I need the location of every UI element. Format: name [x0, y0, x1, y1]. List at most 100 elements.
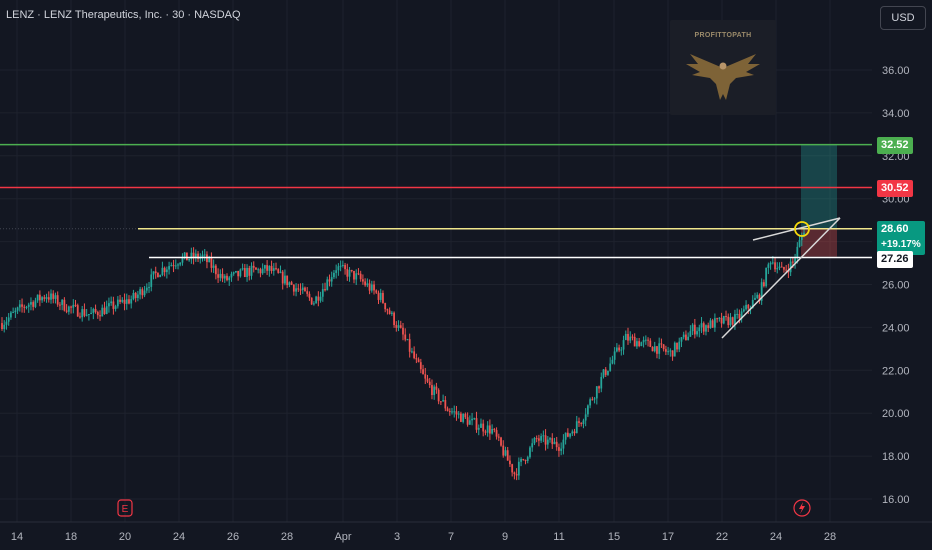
candle-body — [326, 279, 329, 291]
candle-body — [765, 267, 768, 287]
candle-body — [693, 324, 696, 335]
candle-body — [720, 317, 723, 324]
candle-body — [624, 333, 627, 341]
price-tick-label: 34.00 — [882, 108, 910, 120]
candle-body — [312, 303, 315, 305]
price-change-value: +19.17% — [881, 239, 921, 250]
candle-body — [136, 294, 139, 298]
candle-body — [711, 320, 714, 328]
candle-body — [306, 291, 309, 294]
candle-body — [30, 302, 32, 305]
breakout-highlight-circle — [794, 221, 810, 237]
candle-body — [562, 439, 565, 449]
candle-body — [7, 317, 10, 322]
candle-body — [604, 369, 607, 375]
candle-body — [359, 273, 362, 280]
candle-body — [500, 437, 502, 446]
trend-drawings[interactable] — [721, 217, 841, 339]
candle-body — [718, 317, 721, 319]
candle-body — [660, 343, 663, 345]
candle-body — [315, 296, 318, 304]
stop-price-tag: 30.52 — [877, 180, 913, 197]
candle-body — [333, 272, 335, 278]
candle-body — [241, 268, 244, 270]
candle-body — [669, 350, 672, 352]
level-lines[interactable] — [0, 143, 872, 259]
candle-body — [261, 268, 264, 274]
candle-body — [428, 381, 431, 386]
candle-body — [491, 428, 494, 434]
candle-body — [734, 314, 736, 325]
candle-body — [571, 431, 574, 434]
candle-body — [297, 288, 300, 290]
candle-body — [337, 266, 340, 271]
candle-body — [301, 287, 304, 291]
price-tick-label: 36.00 — [882, 65, 910, 77]
upper-trendline — [752, 217, 841, 241]
candle-body — [341, 265, 344, 267]
candle-body — [607, 370, 609, 375]
candle-body — [188, 258, 191, 261]
candle-body — [408, 339, 411, 352]
candle-body — [662, 344, 665, 350]
date-tick-label: 18 — [65, 531, 77, 543]
candle-body — [259, 269, 262, 274]
candle-body — [248, 267, 251, 276]
candle-body — [277, 269, 280, 273]
candle-body — [384, 303, 387, 310]
candle-body — [537, 438, 540, 441]
price-axis-panel[interactable] — [872, 0, 932, 550]
candle-body — [395, 325, 398, 328]
candle-body — [774, 262, 776, 270]
lightning-icon — [793, 499, 811, 517]
candle-body — [738, 313, 741, 319]
candle-body — [390, 312, 393, 314]
candle-body — [61, 299, 64, 305]
candle-body — [488, 425, 491, 434]
candle-body — [148, 286, 150, 288]
candle-body — [130, 299, 133, 304]
candle-body — [756, 294, 759, 298]
candle-body — [439, 401, 442, 403]
candle-body — [101, 307, 104, 317]
candle-body — [399, 325, 402, 328]
candle-body — [760, 282, 763, 301]
currency-button[interactable]: USD — [880, 6, 926, 30]
candle-body — [406, 339, 409, 341]
candle-body — [524, 459, 527, 461]
candle-body — [680, 337, 683, 342]
candle-body — [145, 287, 148, 291]
candle-body — [382, 292, 384, 304]
candle-body — [165, 269, 168, 273]
price-tick-label: 16.00 — [882, 494, 910, 506]
candle-body — [179, 262, 182, 265]
candle-body — [217, 274, 219, 278]
candle-body — [731, 317, 734, 325]
candle-body — [235, 270, 237, 273]
candle-body — [50, 293, 52, 300]
candle-body — [709, 320, 712, 329]
candle-body — [32, 302, 35, 307]
candle-body — [257, 269, 260, 271]
candle-body — [74, 304, 77, 306]
candle-body — [502, 445, 505, 456]
candle-body — [96, 312, 99, 316]
earnings-label: E — [122, 504, 129, 515]
candle-body — [419, 362, 422, 370]
candle-body — [275, 268, 277, 270]
candle-body — [208, 258, 211, 263]
candle-body — [542, 435, 545, 437]
candle-body — [27, 304, 30, 307]
candle-body — [484, 431, 487, 433]
price-tick-label: 26.00 — [882, 280, 910, 292]
event-markers[interactable]: E — [117, 499, 811, 517]
candle-body — [747, 304, 750, 309]
candle-body — [366, 283, 369, 286]
candle-body — [121, 299, 124, 302]
candle-body — [112, 301, 115, 309]
candle-body — [411, 351, 413, 353]
candle-body — [482, 423, 485, 432]
candle-body — [435, 386, 438, 390]
candle-body — [219, 273, 222, 278]
